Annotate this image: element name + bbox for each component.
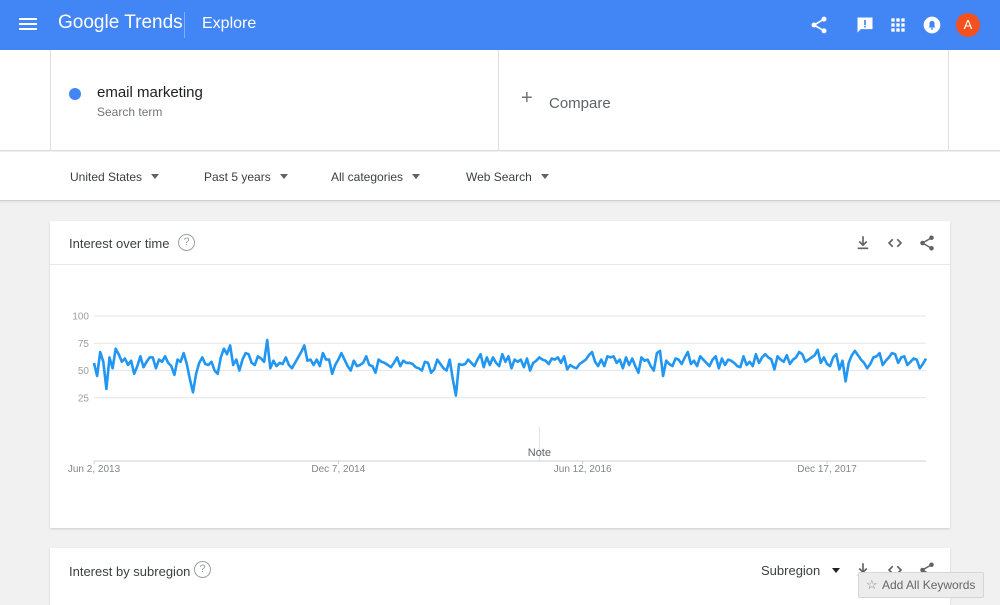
compare-label: Compare [549,95,611,112]
subregion-dropdown[interactable]: Subregion [761,563,841,578]
top-app-bar: Google Trends Explore A [0,0,1000,50]
compare-button[interactable]: + Compare [499,50,949,151]
y-tick-label: 50 [78,366,90,377]
property-filter[interactable]: Web Search [466,170,549,184]
card-header: Interest by subregion ? Subregion [50,548,950,592]
interest-by-subregion-card: Interest by subregion ? Subregion [50,548,950,605]
help-icon[interactable]: ? [194,561,211,578]
share-icon[interactable] [918,234,936,252]
card-header: Interest over time ? [50,221,950,265]
subregion-dropdown-label: Subregion [761,563,821,578]
chevron-down-icon [279,174,288,180]
search-term[interactable]: email marketing [97,84,203,101]
x-tick-label: Dec 7, 2014 [311,464,365,475]
page-title: Explore [202,15,257,32]
chevron-down-icon [151,174,160,180]
x-tick-label: Jun 2, 2013 [68,464,121,475]
avatar[interactable]: A [956,13,980,37]
notifications-icon[interactable] [922,15,942,35]
interest-over-time-chart[interactable]: 25 50 75 100 Jun 2, 2013 Dec 7, 2014 Jun 12, 2… [50,265,950,528]
x-tick-label: Jun 12, 2016 [554,464,612,475]
card-title: Interest by subregion [69,564,191,579]
region-filter-label: United States [70,170,143,184]
category-filter[interactable]: All categories [331,170,421,184]
help-icon[interactable]: ? [178,234,195,251]
y-tick-label: 100 [72,312,89,323]
google-trends-logo[interactable]: Google Trends [58,12,183,33]
plus-icon: + [521,87,533,109]
apps-icon[interactable] [888,15,908,35]
add-all-keywords-button[interactable]: ☆ Add All Keywords [858,572,984,598]
share-icon[interactable] [809,15,829,35]
term-color-dot [69,88,81,100]
add-all-keywords-label: Add All Keywords [882,578,976,592]
embed-icon[interactable] [886,234,904,252]
category-filter-label: All categories [331,170,404,184]
filter-bar: United States Past 5 years All categorie… [0,152,1000,201]
header-divider [184,12,185,38]
note-label: Note [528,447,551,459]
feedback-icon[interactable] [855,15,875,35]
chevron-down-icon [540,174,549,180]
menu-icon[interactable] [19,15,37,35]
x-tick-label: Dec 17, 2017 [797,464,857,475]
region-filter[interactable]: United States [70,170,160,184]
download-icon[interactable] [854,234,872,252]
search-term-card[interactable]: email marketing Search term [50,50,499,151]
y-tick-label: 25 [78,393,90,404]
property-filter-label: Web Search [466,170,532,184]
series-line-email-marketing [92,338,928,397]
time-filter[interactable]: Past 5 years [204,170,288,184]
time-filter-label: Past 5 years [204,170,271,184]
card-title: Interest over time [69,236,170,251]
star-icon: ☆ [866,577,878,592]
search-term-subtitle: Search term [97,105,163,119]
chevron-down-icon [832,568,841,574]
y-tick-label: 75 [78,339,90,350]
chevron-down-icon [412,174,421,180]
search-panel: email marketing Search term + Compare [0,50,1000,151]
interest-over-time-card: Interest over time ? 25 50 75 100 Jun 2, 201… [50,221,950,528]
